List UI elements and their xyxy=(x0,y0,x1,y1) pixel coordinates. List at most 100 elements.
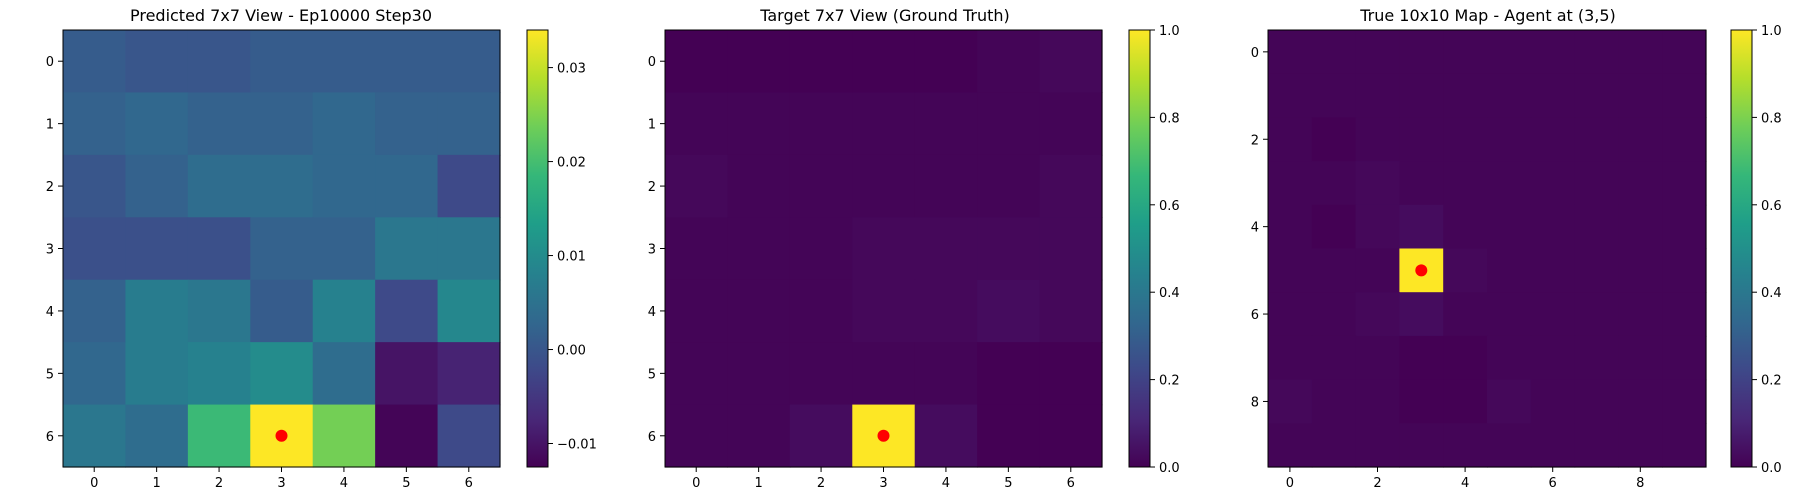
heatmap-cell xyxy=(375,217,439,281)
heatmap-cell xyxy=(1487,379,1532,424)
heatmap-cell xyxy=(1574,204,1619,250)
x-tick-label: 2 xyxy=(817,476,825,491)
heatmap-cell xyxy=(1662,335,1707,381)
heatmap-cell xyxy=(1618,161,1663,206)
heatmap-cell xyxy=(437,342,501,406)
heatmap-cell xyxy=(1574,379,1619,424)
heatmap-cell xyxy=(1574,335,1619,381)
colorbar-tick-label: 0.2 xyxy=(1761,374,1782,389)
heatmap-cell xyxy=(125,217,189,281)
heatmap-cell xyxy=(1618,117,1663,162)
panel-title-true-map: True 10x10 Map - Agent at (3,5) xyxy=(1359,6,1616,25)
heatmap-cell xyxy=(187,279,251,343)
heatmap-cell xyxy=(727,30,791,94)
heatmap-cell xyxy=(375,154,439,218)
colorbar-tick-label: 0.01 xyxy=(557,250,586,265)
heatmap-cell xyxy=(1574,292,1619,337)
agent-marker xyxy=(877,429,890,442)
heatmap-cell xyxy=(1039,342,1103,406)
heatmap-cell xyxy=(312,154,376,218)
heatmap-cell xyxy=(977,404,1041,468)
heatmap-cell xyxy=(63,154,127,218)
y-tick-label: 3 xyxy=(46,243,54,258)
colorbar-tick-label: −0.01 xyxy=(557,438,597,453)
heatmap-cell xyxy=(1399,292,1444,337)
heatmap-cell xyxy=(1618,335,1663,381)
heatmap-cell xyxy=(1355,292,1400,337)
heatmap-cell xyxy=(1487,117,1532,162)
heatmap-cell xyxy=(1487,248,1532,293)
heatmap-cell xyxy=(1399,117,1444,162)
x-tick-label: 3 xyxy=(879,476,887,491)
colorbar-tick-label: 0.02 xyxy=(557,156,586,171)
heatmap-cell xyxy=(665,154,729,218)
colorbar-tick-label: 0.4 xyxy=(1159,286,1180,301)
y-tick-label: 2 xyxy=(46,180,54,195)
heatmap-cell xyxy=(187,154,251,218)
heatmap-cell xyxy=(1574,117,1619,162)
heatmap-cell xyxy=(1530,335,1576,381)
x-tick-label: 6 xyxy=(1067,476,1075,491)
x-tick-label: 3 xyxy=(277,476,285,491)
heatmap-cell xyxy=(1399,30,1444,75)
heatmap-cell xyxy=(1039,92,1103,156)
heatmap-cell xyxy=(1039,217,1103,281)
heatmap-cell xyxy=(914,30,978,94)
heatmap-cell xyxy=(789,279,853,343)
x-tick-label: 5 xyxy=(402,476,410,491)
heatmap-cell xyxy=(312,404,376,468)
y-tick-label: 0 xyxy=(46,55,54,70)
colorbar-tick-label: 0.6 xyxy=(1159,199,1180,214)
heatmap-cell xyxy=(250,154,314,218)
heatmap-cell xyxy=(1039,404,1103,468)
heatmap-cell xyxy=(437,92,501,156)
heatmap-cell xyxy=(1355,335,1400,381)
heatmap-cell xyxy=(789,342,853,406)
heatmap-cell xyxy=(1530,248,1576,293)
heatmap-cell xyxy=(1574,30,1619,75)
heatmap-cell xyxy=(437,279,501,343)
x-tick-label: 6 xyxy=(1549,476,1557,491)
heatmap-cell xyxy=(312,30,376,94)
heatmap-cell xyxy=(1662,379,1707,424)
heatmap-cell xyxy=(1618,204,1663,250)
heatmap-cell xyxy=(977,342,1041,406)
heatmap-cell xyxy=(1399,335,1444,381)
y-tick-label: 2 xyxy=(648,180,656,195)
heatmap-cell xyxy=(1662,117,1707,162)
heatmap-cell xyxy=(852,30,916,94)
heatmap-cell xyxy=(1399,379,1444,424)
heatmap-cell xyxy=(852,217,916,281)
y-tick-label: 1 xyxy=(46,118,54,133)
heatmap-cell xyxy=(1662,161,1707,206)
heatmap-cell xyxy=(1268,161,1313,206)
x-tick-label: 5 xyxy=(1004,476,1012,491)
heatmap-cell xyxy=(789,217,853,281)
heatmap-cell xyxy=(1268,292,1313,337)
colorbar xyxy=(1730,29,1753,468)
x-tick-label: 0 xyxy=(90,476,98,491)
heatmap-cell xyxy=(1039,154,1103,218)
heatmap-cell xyxy=(1399,73,1444,118)
colorbar xyxy=(526,29,549,468)
heatmap-cell xyxy=(1662,73,1707,118)
heatmap-cell xyxy=(1487,204,1532,250)
heatmap-cell xyxy=(1355,161,1400,206)
heatmap-cell xyxy=(375,342,439,406)
heatmap-cell xyxy=(1399,204,1444,250)
heatmap-cell xyxy=(1443,73,1488,118)
heatmap-cell xyxy=(1487,161,1532,206)
heatmap-cell xyxy=(1662,423,1707,468)
heatmap-cell xyxy=(665,30,729,94)
heatmap-cell xyxy=(1311,423,1357,468)
heatmap-cell xyxy=(1355,30,1400,75)
x-tick-label: 2 xyxy=(215,476,223,491)
panel-predicted: Predicted 7x7 View - Ep10000 Step30 0 1 2 3… xyxy=(46,6,597,491)
heatmap-cell xyxy=(1311,117,1357,162)
heatmap-cell xyxy=(63,30,127,94)
heatmap-cell xyxy=(1443,30,1488,75)
heatmap-cells xyxy=(63,30,501,468)
heatmap-cell xyxy=(852,92,916,156)
colorbar xyxy=(1128,29,1151,468)
heatmap-cell xyxy=(375,404,439,468)
